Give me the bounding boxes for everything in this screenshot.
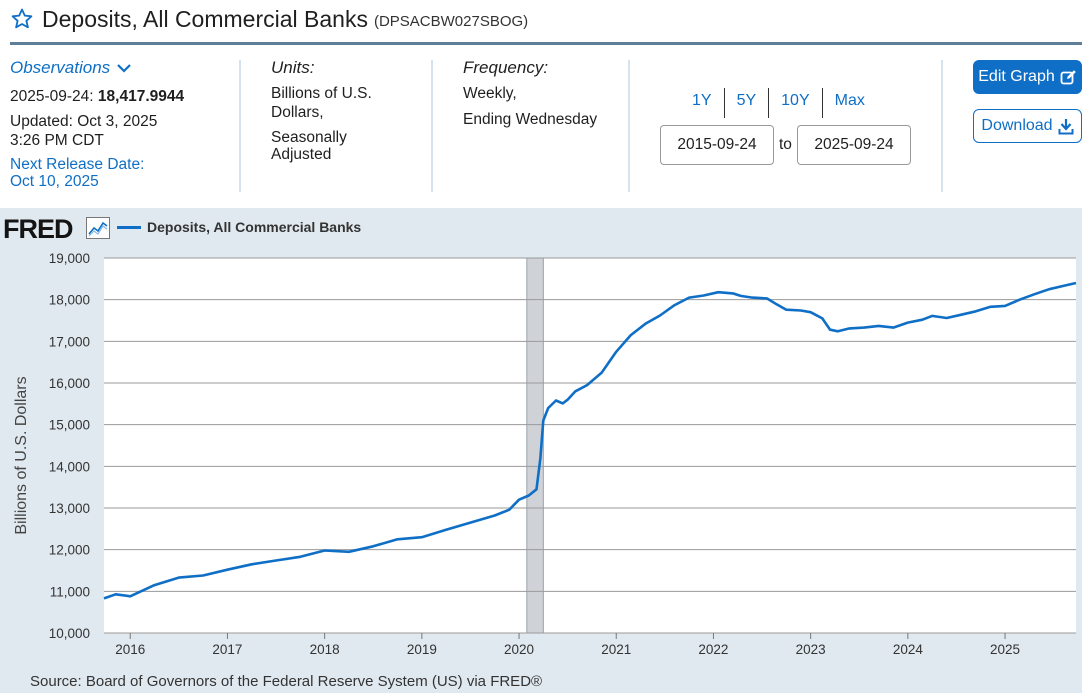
divider (941, 60, 943, 192)
divider (768, 88, 770, 118)
download-label: Download (981, 117, 1053, 134)
divider (239, 60, 241, 192)
edit-graph-label: Edit Graph (978, 68, 1055, 85)
x-tick-label: 2024 (893, 642, 924, 657)
series-line (103, 281, 1077, 600)
next-release-date: Oct 10, 2025 (10, 173, 99, 190)
divider (723, 88, 725, 118)
observations-label: Observations (10, 58, 111, 77)
frequency-line: Ending Wednesday (463, 111, 598, 128)
frequency-panel: Frequency: Weekly, Ending Wednesday (463, 58, 623, 129)
y-tick-label: 17,000 (49, 334, 90, 349)
legend-swatch (117, 225, 141, 229)
divider (431, 60, 433, 192)
y-tick-label: 15,000 (49, 418, 90, 433)
y-tick-label: 10,000 (49, 626, 90, 641)
y-tick-label: 14,000 (49, 459, 90, 474)
legend-label: Deposits, All Commercial Banks (147, 219, 362, 235)
start-date-input[interactable]: 2015-09-24 (660, 125, 774, 165)
next-release-label: Next Release Date: (10, 156, 145, 173)
x-tick-label: 2020 (504, 642, 534, 657)
chevron-down-icon (117, 63, 131, 73)
y-axis-label: Billions of U.S. Dollars (13, 376, 30, 534)
download-icon (1058, 118, 1074, 134)
x-tick-label: 2023 (796, 642, 826, 657)
x-tick-label: 2022 (698, 642, 728, 657)
date-range-to-label: to (779, 136, 792, 153)
updated-date: Updated: Oct 3, 2025 (10, 113, 158, 130)
updated-info: Updated: Oct 3, 2025 3:26 PM CDT (10, 112, 235, 150)
observation-value: 18,417.9944 (97, 88, 185, 105)
chart-legend: Deposits, All Commercial Banks (117, 219, 361, 235)
range-max-button[interactable]: Max (834, 92, 865, 109)
latest-observation: 2025-09-24: 18,417.9944 (10, 87, 235, 106)
range-1y-button[interactable]: 1Y (692, 92, 712, 109)
range-selector: 1Y 5Y 10Y Max (680, 88, 877, 118)
page-title: Deposits, All Commercial Banks (42, 5, 368, 32)
next-release-link[interactable]: Next Release Date: Oct 10, 2025 (10, 156, 235, 190)
y-tick-label: 18,000 (49, 293, 90, 308)
plot-area (104, 258, 1076, 633)
observations-panel: Observations 2025-09-24: 18,417.9944 Upd… (10, 58, 235, 190)
edit-graph-button[interactable]: Edit Graph (973, 60, 1082, 94)
units-label: Units: (271, 58, 315, 77)
units-line: Adjusted (271, 146, 332, 163)
frequency-line: Weekly, (463, 85, 517, 102)
edit-icon (1060, 69, 1076, 84)
y-tick-label: 16,000 (49, 376, 90, 391)
x-tick-label: 2019 (407, 642, 437, 657)
fred-logo: FRED (3, 214, 73, 244)
download-button[interactable]: Download (973, 109, 1082, 143)
line-chart[interactable]: 10,000 11,000 12,000 13,000 14,000 15,000 16,0… (0, 208, 1082, 668)
y-tick-label: 12,000 (49, 543, 90, 558)
x-tick-label: 2016 (115, 642, 145, 657)
units-line: Billions of U.S. (271, 85, 372, 102)
observation-date: 2025-09-24: (10, 88, 94, 105)
y-tick-label: 11,000 (50, 584, 90, 599)
updated-time: 3:26 PM CDT (10, 132, 104, 149)
end-date-input[interactable]: 2025-09-24 (797, 125, 911, 165)
range-10y-button[interactable]: 10Y (781, 92, 810, 109)
graph-icon (86, 217, 110, 239)
divider (821, 88, 823, 118)
frequency-label: Frequency: (463, 58, 549, 77)
x-tick-label: 2018 (310, 642, 340, 657)
title-divider (10, 42, 1082, 45)
divider (628, 60, 630, 192)
units-panel: Units: Billions of U.S. Dollars, Seasona… (271, 58, 421, 164)
observations-dropdown[interactable]: Observations (10, 58, 235, 77)
series-title-row: Deposits, All Commercial Banks (DPSACBW0… (10, 4, 528, 34)
units-line: Dollars, (271, 104, 324, 121)
x-tick-label: 2025 (990, 642, 1020, 657)
range-5y-button[interactable]: 5Y (736, 92, 757, 109)
y-tick-label: 19,000 (49, 251, 90, 266)
series-id: (DPSACBW027SBOG) (373, 12, 529, 30)
chart-source: Source: Board of Governors of the Federa… (30, 673, 543, 690)
units-line: Seasonally (271, 129, 347, 146)
x-tick-label: 2021 (601, 642, 631, 657)
x-tick-label: 2017 (212, 642, 242, 657)
y-tick-label: 13,000 (49, 501, 90, 516)
favorite-star-icon[interactable] (10, 7, 34, 31)
